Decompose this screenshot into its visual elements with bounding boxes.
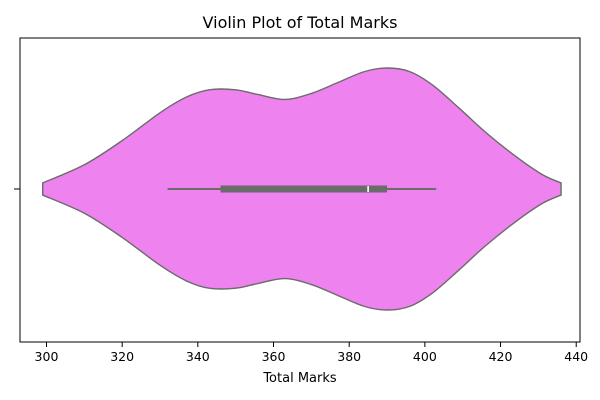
chart-title: Violin Plot of Total Marks [203, 13, 398, 32]
x-tick-label: 300 [35, 349, 59, 364]
x-tick-label: 400 [413, 349, 437, 364]
x-tick-label: 380 [337, 349, 361, 364]
x-tick-label: 420 [489, 349, 513, 364]
axes-frame [19, 37, 581, 343]
x-axis-ticks: 300 320 340 360 380 400 420 440 [35, 342, 588, 364]
x-tick-label: 440 [564, 349, 588, 364]
x-tick-label: 320 [110, 349, 134, 364]
x-tick-label: 340 [186, 349, 210, 364]
x-tick-label: 360 [262, 349, 286, 364]
iqr-box [220, 185, 388, 193]
plot-area [42, 67, 562, 311]
x-axis-label: Total Marks [262, 371, 337, 386]
